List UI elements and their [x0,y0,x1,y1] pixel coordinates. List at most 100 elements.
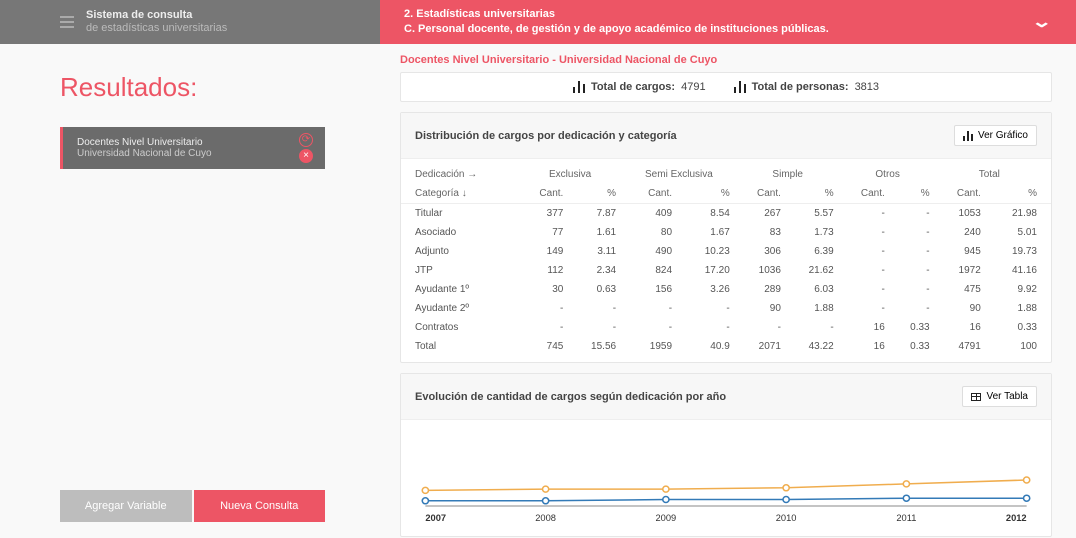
table-cell: 1053 [936,204,987,224]
table-cell: 824 [622,261,678,280]
table-cell: 6.39 [787,242,840,261]
col-header: Cant. [840,184,891,204]
table-cell: 100 [987,337,1051,362]
table-cell: - [622,318,678,337]
breadcrumb-line1: 2. Estadísticas universitarias [404,7,829,22]
col-header: Cant. [622,184,678,204]
distribution-table: Dedicación →ExclusivaSemi ExclusivaSimpl… [401,159,1051,362]
table-row: Total74515.56195940.9207143.22160.334791… [401,337,1051,362]
table-cell: - [891,223,936,242]
query-chip[interactable]: Docentes Nivel Universitario Universidad… [60,127,325,169]
table-row: Contratos------160.33160.33 [401,318,1051,337]
table-cell: 3.11 [569,242,622,261]
table-cell: 3.26 [678,280,736,299]
table-cell: - [569,299,622,318]
refresh-icon[interactable]: ⟳ [299,133,313,147]
table-cell: - [787,318,840,337]
table-cell: - [891,280,936,299]
table-row: Ayudante 1º300.631563.262896.03--4759.92 [401,280,1051,299]
table-cell: 1.88 [987,299,1051,318]
evolution-title: Evolución de cantidad de cargos según de… [415,391,726,403]
system-title-2: de estadísticas universitarias [86,22,227,34]
table-cell: 9.92 [987,280,1051,299]
system-title-1: Sistema de consulta [86,9,192,21]
table-cell: 306 [736,242,787,261]
svg-text:2008: 2008 [535,513,556,523]
chip-line1: Docentes Nivel Universitario [77,137,311,148]
table-cell: 490 [622,242,678,261]
table-row: Ayudante 2º----901.88--901.88 [401,299,1051,318]
bars-icon [734,81,746,93]
view-table-button[interactable]: Ver Tabla [962,386,1037,407]
table-cell: 83 [736,223,787,242]
data-subtitle: Docentes Nivel Universitario - Universid… [400,54,1052,66]
table-cell: 475 [936,280,987,299]
svg-text:2009: 2009 [656,513,677,523]
table-cell: 945 [936,242,987,261]
table-cell: Titular [401,204,518,224]
table-cell: 2071 [736,337,787,362]
table-cell: 41.16 [987,261,1051,280]
table-cell: 4791 [936,337,987,362]
col-header: Cant. [518,184,569,204]
table-cell: 8.54 [678,204,736,224]
svg-text:2011: 2011 [896,513,916,523]
col-group-header: Dedicación → [401,159,518,184]
new-query-button[interactable]: Nueva Consulta [194,490,326,522]
col-header: % [787,184,840,204]
col-group-header: Exclusiva [518,159,622,184]
col-group-header: Otros [840,159,936,184]
col-header: % [891,184,936,204]
svg-text:2012: 2012 [1006,513,1027,523]
col-group-header: Simple [736,159,840,184]
table-cell: Ayudante 2º [401,299,518,318]
col-header: Categoría ↓ [401,184,518,204]
table-cell: 17.20 [678,261,736,280]
view-table-label: Ver Tabla [986,391,1028,402]
menu-icon[interactable] [60,16,74,28]
personas-label: Total de personas: [752,81,849,93]
table-cell: 0.33 [891,318,936,337]
table-cell: 21.62 [787,261,840,280]
personas-value: 3813 [855,81,879,93]
close-icon[interactable]: × [299,149,313,163]
add-variable-button[interactable]: Agregar Variable [60,490,192,522]
table-cell: 21.98 [987,204,1051,224]
table-cell: - [518,299,569,318]
table-cell: - [518,318,569,337]
bars-icon [573,81,585,93]
table-cell: 90 [936,299,987,318]
table-cell: 0.33 [891,337,936,362]
table-cell: Asociado [401,223,518,242]
header-left: Sistema de consulta de estadísticas univ… [0,0,380,44]
table-cell: - [840,261,891,280]
table-cell: - [840,299,891,318]
table-cell: 7.87 [569,204,622,224]
system-title: Sistema de consulta de estadísticas univ… [86,9,227,35]
table-cell: 156 [622,280,678,299]
table-cell: 0.33 [987,318,1051,337]
evolution-panel: Evolución de cantidad de cargos según de… [400,373,1052,537]
chevron-down-icon[interactable]: ⌄ [1031,12,1052,32]
table-cell: 240 [936,223,987,242]
col-header: % [678,184,736,204]
col-header: Cant. [936,184,987,204]
table-cell: 112 [518,261,569,280]
col-group-header: Semi Exclusiva [622,159,736,184]
cargos-label: Total de cargos: [591,81,675,93]
view-chart-button[interactable]: Ver Gráfico [954,125,1037,146]
distribution-title: Distribución de cargos por dedicación y … [415,130,677,142]
table-cell: 80 [622,223,678,242]
table-cell: - [678,318,736,337]
table-cell: - [840,242,891,261]
table-cell: 1972 [936,261,987,280]
breadcrumb-bar[interactable]: 2. Estadísticas universitarias C. Person… [380,0,1076,44]
table-cell: 16 [840,337,891,362]
chip-line2: Universidad Nacional de Cuyo [77,148,311,159]
table-cell: 149 [518,242,569,261]
cargos-value: 4791 [681,81,705,93]
table-cell: - [569,318,622,337]
page-title: Resultados: [60,72,325,103]
svg-text:2010: 2010 [776,513,797,523]
table-cell: Contratos [401,318,518,337]
